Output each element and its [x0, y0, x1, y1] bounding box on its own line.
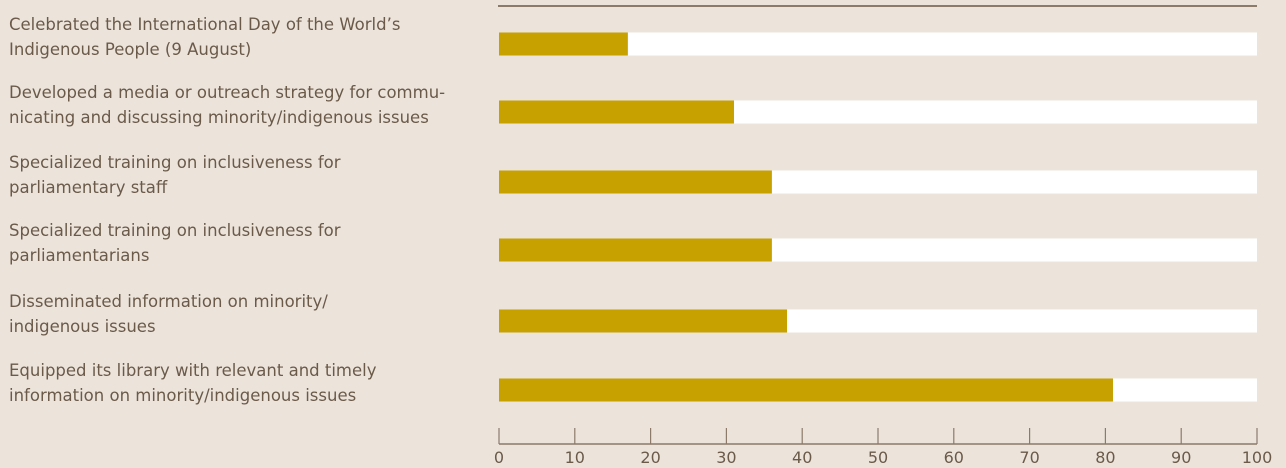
category-label-line: parliamentary staff	[9, 178, 168, 197]
category-label-line: Celebrated the International Day of the …	[9, 15, 401, 34]
category-label: Developed a media or outreach strategy f…	[9, 80, 479, 130]
category-label-line: Disseminated information on minority/	[9, 292, 328, 311]
x-tick-label: 60	[944, 448, 964, 467]
category-label-line: Indigenous People (9 August)	[9, 40, 252, 59]
bar	[499, 170, 772, 194]
bar	[499, 378, 1113, 402]
category-label-line: Specialized training on inclusiveness fo…	[9, 221, 341, 240]
category-label-line: parliamentarians	[9, 246, 150, 265]
category-label-line: nicating and discussing minority/indigen…	[9, 108, 429, 127]
category-label: Celebrated the International Day of the …	[9, 12, 479, 62]
category-label: Equipped its library with relevant and t…	[9, 358, 479, 408]
category-label-line: Equipped its library with relevant and t…	[9, 361, 377, 380]
x-tick-label: 70	[1019, 448, 1039, 467]
category-label-line: Developed a media or outreach strategy f…	[9, 83, 446, 102]
x-axis: 0 10 20 30 40 50 60 70 80 90 100	[494, 428, 1272, 467]
bar	[499, 32, 628, 56]
x-tick-label: 80	[1095, 448, 1115, 467]
bars	[499, 32, 1113, 402]
x-tick-label: 40	[792, 448, 812, 467]
category-label: Specialized training on inclusiveness fo…	[9, 218, 479, 268]
x-tick-label: 50	[868, 448, 888, 467]
category-label: Disseminated information on minority/ind…	[9, 289, 479, 339]
x-tick-label: 0	[494, 448, 504, 467]
category-label: Specialized training on inclusiveness fo…	[9, 150, 479, 200]
category-label-line: information on minority/indigenous issue…	[9, 386, 357, 405]
bar	[499, 238, 772, 262]
x-tick-label: 90	[1171, 448, 1191, 467]
category-labels: Celebrated the International Day of the …	[0, 0, 480, 468]
bar-tracks	[499, 32, 1257, 402]
x-tick-label: 10	[565, 448, 585, 467]
x-tick-label: 100	[1242, 448, 1273, 467]
bar	[499, 100, 734, 124]
category-label-line: indigenous issues	[9, 317, 156, 336]
bar	[499, 309, 788, 333]
x-tick-label: 20	[640, 448, 660, 467]
category-label-line: Specialized training on inclusiveness fo…	[9, 153, 341, 172]
x-tick-label: 30	[716, 448, 736, 467]
bar-track	[499, 32, 1257, 56]
